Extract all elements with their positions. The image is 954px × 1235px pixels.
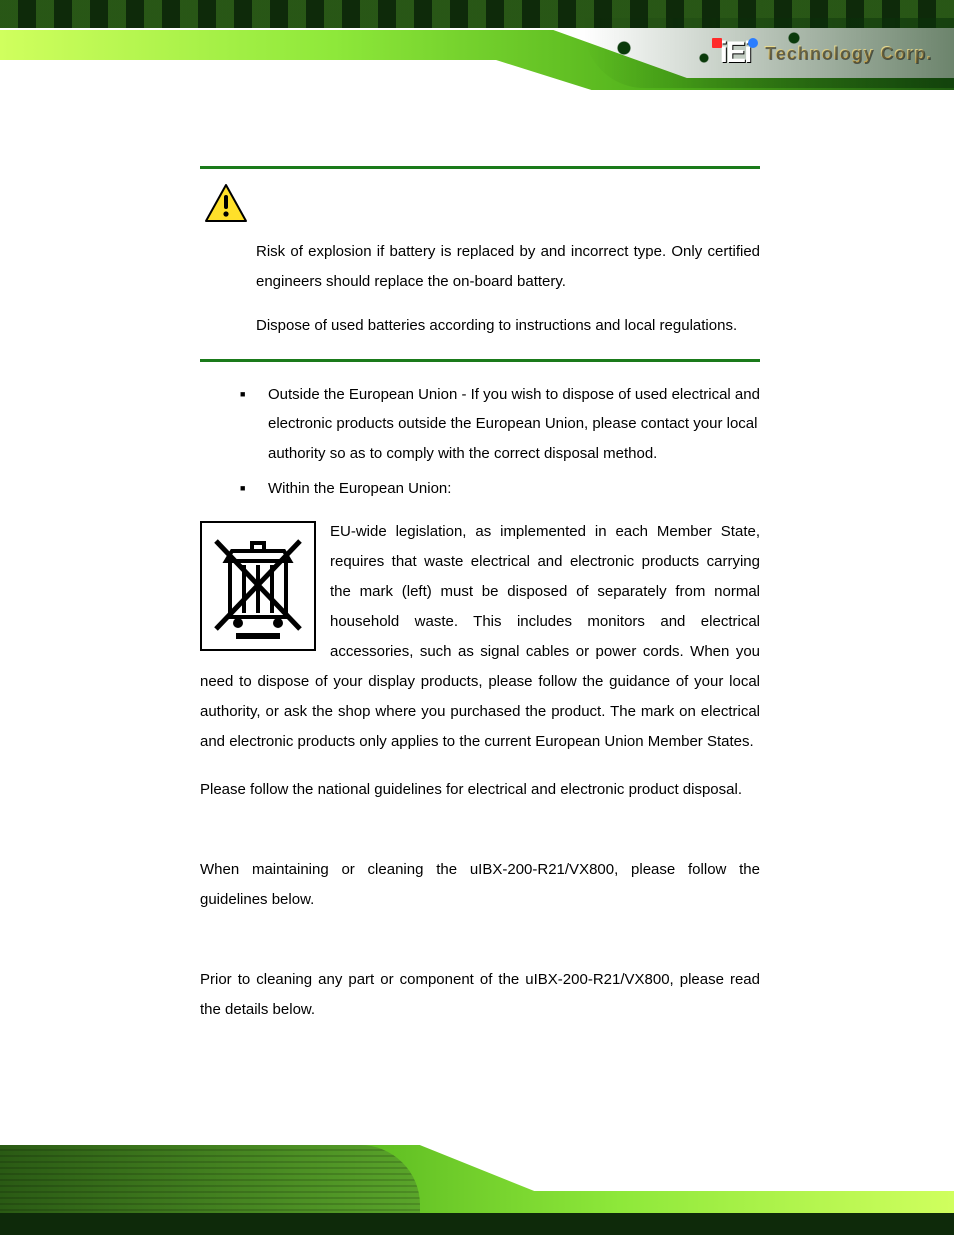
spacer-2 <box>200 915 760 965</box>
warning-bottom-rule <box>200 359 760 362</box>
bullet-outside-eu: Outside the European Union - If you wish… <box>240 380 760 468</box>
logo-red-dot-icon <box>712 38 722 48</box>
logo-text: iEi <box>720 36 751 69</box>
warning-triangle-icon <box>204 183 248 223</box>
content-column: Risk of explosion if battery is replaced… <box>200 160 760 1025</box>
logo-blue-dot-icon <box>748 38 758 48</box>
warning-text-block: Risk of explosion if battery is replaced… <box>200 237 760 353</box>
bullet-within-eu: Within the European Union: <box>240 474 760 503</box>
weee-crossed-bin-icon <box>200 521 316 651</box>
brand-logo: iEi Technology Corp. <box>712 36 932 70</box>
document-page: iEi Technology Corp. Risk of explosion i… <box>0 0 954 1235</box>
page-header-decoration: iEi Technology Corp. <box>0 0 954 100</box>
spacer-1 <box>200 805 760 855</box>
warning-top-rule <box>200 166 760 169</box>
maintenance-intro: When maintaining or cleaning the uIBX-20… <box>200 855 760 915</box>
weee-section: EU-wide legislation, as implemented in e… <box>200 517 760 757</box>
footer-dark-band <box>0 1213 954 1235</box>
warning-paragraph-2: Dispose of used batteries according to i… <box>256 311 760 341</box>
brand-name: Technology Corp. <box>764 43 932 64</box>
footer-pcb-texture <box>0 1145 420 1223</box>
page-footer-decoration <box>0 1135 954 1235</box>
warning-paragraph-1: Risk of explosion if battery is replaced… <box>256 237 760 297</box>
cleaning-intro: Prior to cleaning any part or component … <box>200 965 760 1025</box>
logo-mark: iEi <box>712 36 759 70</box>
disposal-bullet-list: Outside the European Union - If you wish… <box>240 380 760 503</box>
follow-guidelines-line: Please follow the national guidelines fo… <box>200 775 760 805</box>
